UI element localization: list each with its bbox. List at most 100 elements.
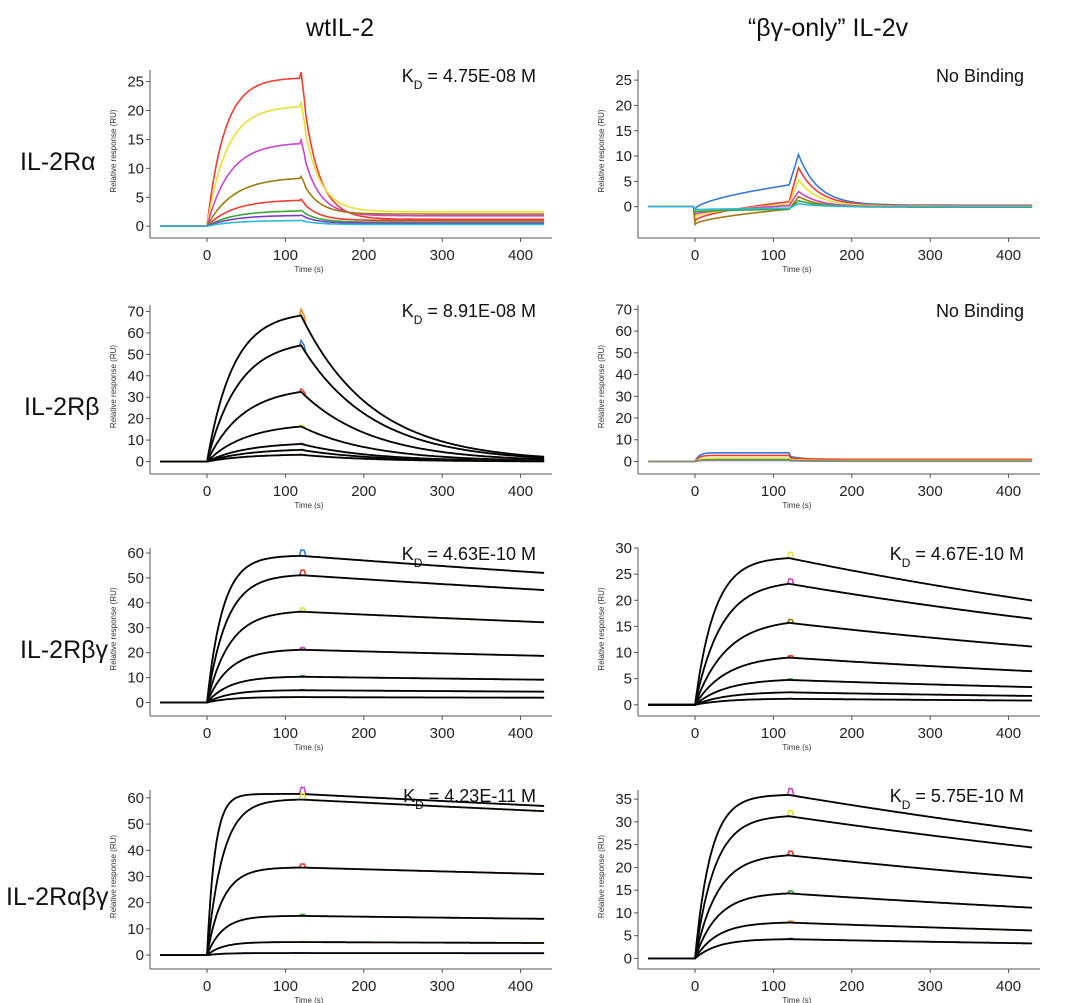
series-trace-2 <box>648 454 1033 463</box>
fit-curve-7 <box>648 697 1033 706</box>
x-tick-label: 100 <box>273 725 298 742</box>
y-tick-label: 10 <box>615 645 632 662</box>
x-tick-label: 300 <box>918 483 943 500</box>
y-tick-label: 5 <box>624 671 632 688</box>
y-tick-label: 0 <box>624 697 632 714</box>
x-tick-label: 300 <box>430 978 455 995</box>
y-tick-label: 0 <box>136 695 144 712</box>
fit-curve-2 <box>160 798 545 956</box>
x-tick-label: 400 <box>996 978 1021 995</box>
x-tick-label: 100 <box>761 247 786 264</box>
x-tick-label: 100 <box>761 725 786 742</box>
row-title-alphabetagamma: IL-2Rαβγ <box>6 883 109 911</box>
x-tick-label: 0 <box>691 725 699 742</box>
y-tick-label: 60 <box>127 545 144 562</box>
y-tick-label: 70 <box>127 303 144 320</box>
panel-1-0: 0 10 20 30 40 50 60 70 0 100 200 300 400 Time (s) Rela… <box>109 301 552 510</box>
kd-annotation: KD = 8.91E-08 M <box>402 301 536 327</box>
y-tick-label: 30 <box>127 869 144 886</box>
y-tick-label: 20 <box>127 103 144 120</box>
y-tick-label: 10 <box>615 432 632 449</box>
x-axis-label: Time (s) <box>782 501 811 510</box>
y-tick-label: 10 <box>127 921 144 938</box>
x-tick-label: 300 <box>430 725 455 742</box>
y-tick-label: 20 <box>615 410 632 427</box>
x-tick-label: 200 <box>351 247 376 264</box>
fit-curve-1 <box>648 794 1033 960</box>
y-tick-label: 35 <box>615 791 632 808</box>
y-axis-label: Relative response (RU) <box>597 587 606 670</box>
y-tick-label: 15 <box>615 123 632 140</box>
x-axis-label: Time (s) <box>294 501 323 510</box>
y-tick-label: 5 <box>624 928 632 945</box>
y-tick-label: 0 <box>136 218 144 235</box>
kd-annotation: KD = 4.67E-10 M <box>890 544 1024 570</box>
y-tick-label: 0 <box>136 454 144 471</box>
y-tick-label: 0 <box>624 453 632 470</box>
y-tick-label: 50 <box>615 345 632 362</box>
fit-curve-7 <box>160 453 545 463</box>
x-tick-label: 200 <box>839 978 864 995</box>
y-tick-label: 40 <box>127 368 144 385</box>
fit-curve-2 <box>648 815 1033 960</box>
y-tick-label: 60 <box>615 323 632 340</box>
y-tick-label: 50 <box>127 570 144 587</box>
y-tick-label: 50 <box>127 816 144 833</box>
y-tick-label: 0 <box>136 947 144 964</box>
fit-curve-3 <box>160 866 545 956</box>
y-tick-label: 25 <box>615 837 632 854</box>
series-trace-7 <box>648 202 1033 211</box>
series-trace-8 <box>160 219 545 227</box>
y-tick-label: 15 <box>615 882 632 899</box>
fit-curve-4 <box>648 892 1033 960</box>
x-tick-label: 400 <box>508 247 533 264</box>
fit-curve-5 <box>160 941 545 956</box>
x-axis-label: Time (s) <box>294 996 323 1003</box>
y-tick-label: 25 <box>127 74 144 91</box>
panel-3-1: 0 5 10 15 20 25 30 35 0 100 200 300 400 Time (s) Relat… <box>597 786 1040 1003</box>
fit-curve-7 <box>160 696 545 704</box>
fit-curve-1 <box>160 554 545 704</box>
x-tick-label: 400 <box>508 483 533 500</box>
y-tick-label: 10 <box>615 148 632 165</box>
y-tick-label: 40 <box>127 842 144 859</box>
series-trace-4 <box>160 646 545 704</box>
y-tick-label: 25 <box>615 72 632 89</box>
x-tick-label: 0 <box>691 247 699 264</box>
y-tick-label: 30 <box>127 389 144 406</box>
fit-curve-5 <box>648 678 1033 706</box>
y-tick-label: 20 <box>127 895 144 912</box>
x-tick-label: 300 <box>430 247 455 264</box>
x-tick-label: 0 <box>203 247 211 264</box>
y-tick-label: 15 <box>615 618 632 635</box>
panel-2-0: 0 10 20 30 40 50 60 0 100 200 300 400 Time (s) Relati… <box>109 544 552 752</box>
y-tick-label: 10 <box>615 905 632 922</box>
panel-0-1: 0 5 10 15 20 25 0 100 200 300 400 Time (s) Relative … <box>597 66 1040 274</box>
fit-curve-5 <box>160 675 545 704</box>
x-axis-label: Time (s) <box>782 265 811 274</box>
x-tick-label: 300 <box>918 247 943 264</box>
y-tick-label: 20 <box>615 859 632 876</box>
y-tick-label: 0 <box>624 199 632 216</box>
y-axis-label: Relative response (RU) <box>109 345 118 428</box>
fit-curve-4 <box>160 648 545 704</box>
fit-curve-2 <box>160 574 545 704</box>
kd-annotation: KD = 4.75E-08 M <box>402 66 536 92</box>
series-trace-5 <box>160 198 545 227</box>
y-tick-label: 10 <box>127 432 144 449</box>
kd-annotation: KD = 4.63E-10 M <box>402 544 536 570</box>
x-tick-label: 200 <box>351 978 376 995</box>
fit-curve-1 <box>160 793 545 956</box>
fit-curve-6 <box>648 691 1033 706</box>
x-tick-label: 300 <box>918 978 943 995</box>
series-trace-1 <box>160 786 545 956</box>
x-tick-label: 100 <box>761 483 786 500</box>
x-axis-label: Time (s) <box>294 743 323 752</box>
fit-curve-1 <box>648 557 1033 706</box>
y-axis-label: Relative response (RU) <box>109 587 118 670</box>
x-tick-label: 200 <box>351 725 376 742</box>
fit-curve-3 <box>160 390 545 463</box>
y-axis-label: Relative response (RU) <box>109 109 118 192</box>
fit-curve-4 <box>160 915 545 956</box>
